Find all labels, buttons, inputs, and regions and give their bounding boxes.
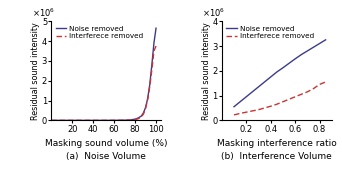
- Title: (a)  Noise Volume: (a) Noise Volume: [66, 152, 146, 161]
- Title: (b)  Interference Volume: (b) Interference Volume: [221, 152, 332, 161]
- X-axis label: Masking interference ratio: Masking interference ratio: [217, 139, 337, 148]
- Y-axis label: Residual sound intensity: Residual sound intensity: [31, 22, 40, 120]
- Legend: Noise removed, Interferece removed: Noise removed, Interferece removed: [55, 25, 144, 40]
- Y-axis label: Residual sound intensity: Residual sound intensity: [202, 22, 211, 120]
- Text: ×10$^6$: ×10$^6$: [202, 7, 225, 19]
- Legend: Noise removed, Interferece removed: Noise removed, Interferece removed: [225, 25, 315, 40]
- Text: ×10$^6$: ×10$^6$: [31, 7, 55, 19]
- X-axis label: Masking sound volume (%): Masking sound volume (%): [45, 139, 168, 148]
